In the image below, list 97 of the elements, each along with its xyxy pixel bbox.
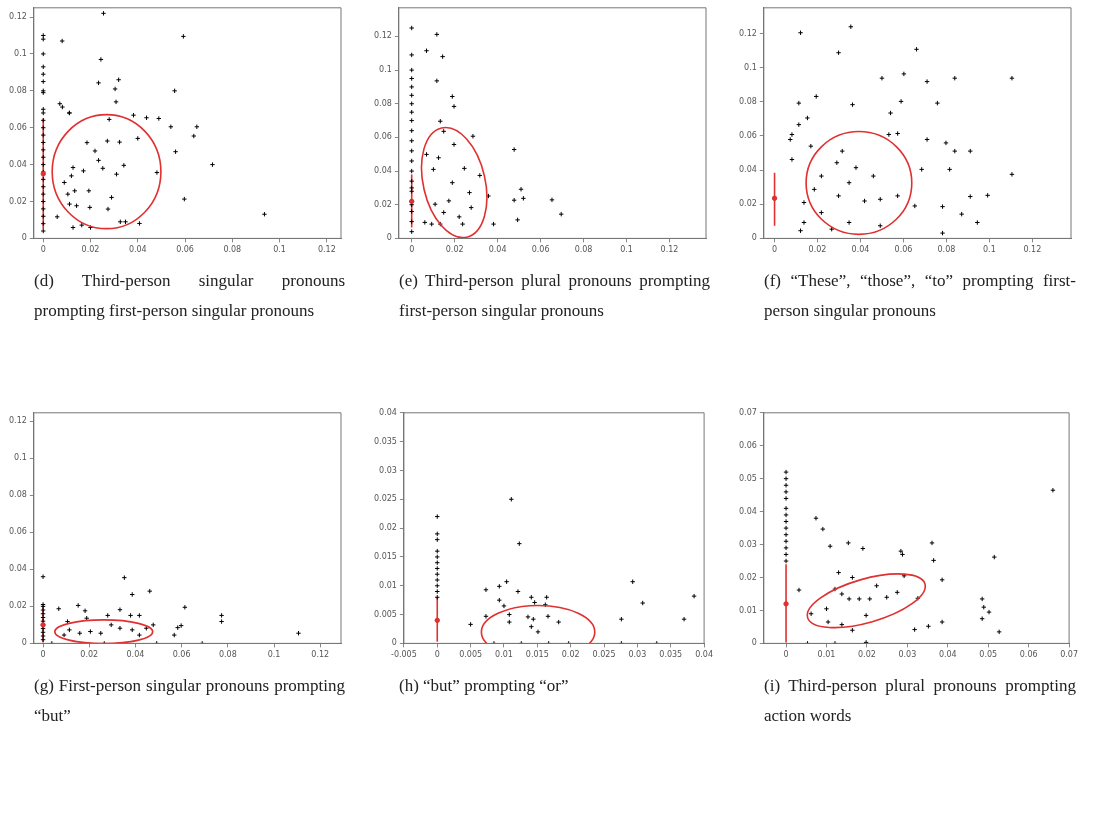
x-tick-label: 0.1 [267,650,281,660]
y-tick-label: 0 [391,638,397,648]
y-tick-label: 0.04 [374,166,392,176]
y-tick-label: 0.01 [379,580,397,590]
x-tick-label: 0.02 [81,245,100,255]
y-tick-label: 0.005 [374,609,397,619]
y-tick-label: 0.015 [374,552,397,561]
y-tick-label: 0.04 [379,407,397,417]
x-tick-label: 0.04 [851,245,870,255]
x-tick-label: 0.01 [495,650,513,660]
x-tick-label: 0.06 [894,245,913,255]
y-tick-label: 0.1 [379,65,392,75]
y-tick-label: 0 [751,638,757,648]
x-tick-label: 0.1 [620,245,633,255]
x-tick-label: 0.02 [445,245,464,255]
x-tick-label: 0.02 [80,650,99,660]
x-tick-label: 0.06 [172,650,191,660]
x-tick-label: 0.06 [176,245,194,255]
x-tick-label: 0.12 [311,650,330,660]
y-tick-label: 0 [21,233,27,243]
x-tick-label: 0.04 [695,650,713,660]
x-tick-label: 0.01 [817,650,836,660]
x-tick-label: 0 [40,650,46,660]
y-tick-label: 0.05 [739,473,757,483]
y-tick-label: 0.06 [374,132,392,142]
y-tick-label: 0.1 [14,453,27,463]
text: (i) Third-person plural pronouns prompting action words [763,675,1077,727]
y-tick-label: 0.08 [9,490,27,500]
y-tick-label: 0.04 [9,564,27,574]
x-tick-label: 0.07 [1060,650,1078,660]
x-tick-label: 0.03 [898,650,917,660]
y-tick-label: 0.035 [374,436,397,446]
text: (g) First-person singular pronouns prompting “but” [33,675,346,727]
x-tick-label: 0.03 [628,650,647,660]
x-tick-label: 0.04 [126,650,145,660]
x-tick-label: 0.05 [979,650,998,660]
y-tick-label: 0.12 [374,31,392,41]
y-tick-label: 0.02 [379,523,397,533]
x-tick-label: 0.02 [561,650,580,660]
y-tick-label: 0.02 [9,196,27,206]
x-tick-label: 0.06 [1019,650,1038,660]
y-tick-label: 0 [386,233,392,243]
y-tick-label: 0.08 [9,85,27,95]
x-tick-label: 0.1 [983,245,996,255]
x-tick-label: 0.08 [937,245,956,255]
x-tick-label: 0.08 [574,245,593,255]
x-tick-label: 0.02 [808,245,827,255]
x-tick-label: 0 [434,650,440,660]
y-tick-label: 0.12 [9,12,27,22]
y-tick-label: 0.04 [9,159,27,169]
y-tick-label: 0.02 [739,572,757,582]
y-tick-label: 0 [21,638,27,648]
y-tick-label: 0.02 [374,199,392,209]
text: (d) Third-person singular pronouns prompting first-person singular pronouns [33,270,346,322]
y-tick-label: 0.08 [374,98,392,108]
y-tick-label: 0.06 [9,122,27,132]
x-tick-label: 0.08 [223,245,242,255]
y-tick-label: 0.12 [9,416,27,426]
x-tick-label: 0.04 [128,245,147,255]
y-tick-label: 0.01 [739,605,757,615]
x-tick-label: 0 [772,245,778,255]
x-tick-label: 0.06 [531,245,550,255]
x-tick-label: 0.035 [659,650,683,660]
y-tick-label: 0.025 [374,494,397,504]
x-tick-label: 0.1 [273,245,286,255]
x-tick-label: 0.02 [858,650,876,660]
y-tick-label: 0.04 [739,165,757,175]
text: (e) Third-person plural pronouns prompting first-person singular pronouns [398,270,711,322]
x-tick-label: 0.005 [459,650,483,660]
x-tick-label: 0.12 [660,245,679,255]
y-tick-label: 0.06 [739,130,757,140]
y-tick-label: 0 [751,233,757,243]
x-tick-label: 0.025 [592,650,616,660]
y-tick-label: 0.12 [739,28,757,38]
y-tick-label: 0.04 [739,506,757,516]
x-tick-label: 0.04 [938,650,957,660]
y-tick-label: 0.02 [739,199,757,209]
y-tick-label: 0.1 [14,49,27,58]
y-tick-label: 0.06 [9,527,27,537]
y-tick-label: 0.1 [744,62,757,72]
y-tick-label: 0.08 [739,96,757,106]
x-tick-label: 0.08 [218,650,237,660]
y-tick-label: 0.07 [739,407,757,417]
x-tick-label: 0.04 [488,245,507,255]
text: (f) “These”, “those”, “to” prompting first-person singular pronouns [763,270,1077,322]
text: (h) “but” prompting “or” [398,675,570,697]
y-tick-label: 0.03 [379,465,397,475]
x-tick-label: 0 [409,245,415,255]
x-tick-label: 0 [783,650,789,660]
x-tick-label: 0.12 [1023,245,1042,255]
x-tick-label: 0.015 [525,650,549,660]
x-tick-label: 0 [40,245,46,255]
x-tick-label: -0.005 [391,650,417,660]
y-tick-label: 0.03 [739,539,757,549]
y-tick-label: 0.06 [739,440,757,450]
x-tick-label: 0.12 [317,245,336,255]
y-tick-label: 0.02 [9,601,27,611]
